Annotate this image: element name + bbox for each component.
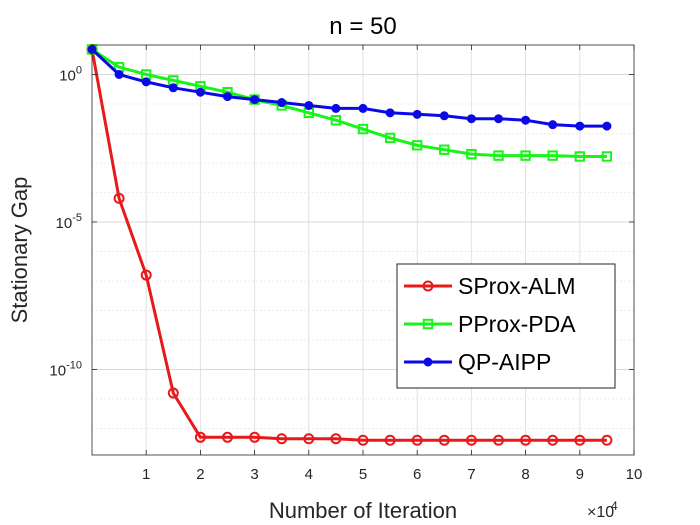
y-tick-label: 10-10 xyxy=(49,359,82,379)
data-point-sprox-alm xyxy=(303,433,315,445)
series-line-qp-aipp xyxy=(90,48,607,128)
x-tick-label: 1 xyxy=(142,466,150,483)
data-point-pprox-pda xyxy=(384,132,396,144)
data-point-pprox-pda xyxy=(493,150,504,161)
data-point-qp-aipp xyxy=(141,77,151,87)
data-point-sprox-alm xyxy=(384,434,396,446)
x-multiplier-exponent: 4 xyxy=(611,499,618,513)
data-point-qp-aipp xyxy=(385,108,395,118)
data-point-qp-aipp xyxy=(548,120,558,130)
data-point-sprox-alm xyxy=(330,433,342,445)
y-tick-label: 10-5 xyxy=(56,212,82,232)
x-tick-label: 6 xyxy=(413,466,421,483)
data-point-qp-aipp xyxy=(114,69,124,79)
data-point-sprox-alm xyxy=(493,434,504,446)
data-point-sprox-alm xyxy=(438,434,450,446)
data-point-qp-aipp xyxy=(466,114,476,124)
data-point-sprox-alm xyxy=(276,433,288,445)
data-point-sprox-alm xyxy=(113,192,125,204)
y-tick-label-exponent: 0 xyxy=(76,64,82,76)
y-tick-label-base: 10 xyxy=(56,215,73,232)
data-point-sprox-alm xyxy=(547,434,559,446)
x-tick-label: 9 xyxy=(576,466,584,483)
data-point-sprox-alm xyxy=(520,434,532,446)
data-point-pprox-pda xyxy=(330,115,342,126)
x-tick-label: 4 xyxy=(305,466,313,483)
x-multiplier: ×10 4 xyxy=(587,499,618,521)
data-point-pprox-pda xyxy=(520,150,531,161)
x-tick-label: 10 xyxy=(626,466,643,483)
x-tick-label: 7 xyxy=(467,466,475,483)
data-point-qp-aipp xyxy=(331,103,341,113)
data-point-sprox-alm xyxy=(411,434,423,446)
x-multiplier-base: ×10 xyxy=(587,504,614,521)
legend-label-qp-aipp: QP-AIPP xyxy=(458,349,551,375)
data-point-sprox-alm xyxy=(465,434,477,446)
data-point-sprox-alm xyxy=(357,434,369,446)
x-tick-labels: 1 2 3 4 5 6 7 8 9 10 xyxy=(142,466,642,483)
x-tick-label: 5 xyxy=(359,466,367,483)
data-point-pprox-pda xyxy=(412,140,423,151)
legend-item-pprox-pda: PProx-PDA xyxy=(404,311,576,337)
data-point-qp-aipp xyxy=(168,83,178,93)
data-point-pprox-pda xyxy=(601,151,613,162)
data-point-qp-aipp xyxy=(439,111,449,121)
legend-marker-qp-aipp xyxy=(423,357,433,367)
legend: SProx-ALM PProx-PDA QP-AIPP xyxy=(396,263,616,389)
data-point-qp-aipp xyxy=(304,100,314,110)
legend-item-qp-aipp: QP-AIPP xyxy=(404,349,551,375)
data-point-qp-aipp xyxy=(195,87,205,97)
data-point-qp-aipp xyxy=(575,121,585,131)
x-tick-label: 2 xyxy=(196,466,204,483)
data-point-pprox-pda xyxy=(574,151,585,162)
data-point-pprox-pda xyxy=(439,144,450,155)
data-point-sprox-alm xyxy=(574,434,586,446)
data-point-sprox-alm xyxy=(249,431,261,443)
data-point-sprox-alm xyxy=(140,269,152,281)
y-tick-label-base: 10 xyxy=(59,67,76,84)
legend-label-sprox-alm: SProx-ALM xyxy=(458,273,576,299)
y-tick-label-exponent: -10 xyxy=(66,359,82,371)
y-axis-title: Stationary Gap xyxy=(7,177,32,324)
series-sprox-alm xyxy=(86,43,613,446)
data-point-pprox-pda xyxy=(357,123,369,135)
data-point-sprox-alm xyxy=(194,431,206,443)
data-point-qp-aipp xyxy=(412,109,422,119)
x-tick-label: 8 xyxy=(521,466,529,483)
x-tick-label: 3 xyxy=(250,466,258,483)
data-point-sprox-alm xyxy=(222,431,233,443)
y-tick-label-base: 10 xyxy=(49,362,66,379)
plot-area xyxy=(86,43,635,456)
data-point-pprox-pda xyxy=(466,148,477,160)
axis-ticks xyxy=(92,45,635,455)
legend-marker-pprox-pda xyxy=(422,318,434,330)
data-point-qp-aipp xyxy=(521,115,531,125)
legend-marker-sprox-alm xyxy=(422,280,434,292)
data-point-qp-aipp xyxy=(250,95,260,105)
legend-item-sprox-alm: SProx-ALM xyxy=(404,273,576,299)
data-point-sprox-alm xyxy=(601,434,613,446)
y-tick-label: 100 xyxy=(59,64,82,84)
y-tick-label-exponent: -5 xyxy=(72,212,82,224)
x-axis-title: Number of Iteration xyxy=(269,498,457,523)
data-point-qp-aipp xyxy=(494,114,503,124)
data-point-qp-aipp xyxy=(277,98,287,108)
data-point-qp-aipp xyxy=(602,121,612,131)
legend-label-pprox-pda: PProx-PDA xyxy=(458,311,576,337)
chart-title: n = 50 xyxy=(329,13,396,40)
data-point-pprox-pda xyxy=(547,150,558,161)
data-point-qp-aipp xyxy=(223,92,232,102)
data-point-qp-aipp xyxy=(358,103,368,113)
data-point-sprox-alm xyxy=(167,387,179,399)
